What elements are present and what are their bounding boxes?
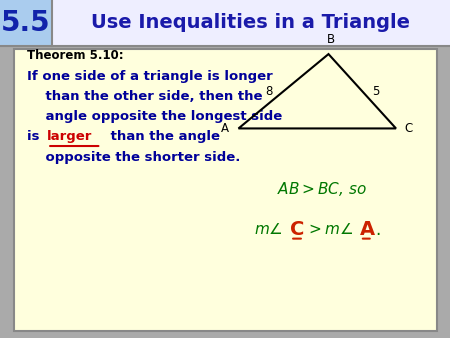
Text: A: A — [220, 122, 229, 135]
Text: $AB>BC$, so: $AB>BC$, so — [277, 180, 367, 198]
Text: .: . — [375, 221, 380, 239]
Text: $m\angle$: $m\angle$ — [254, 222, 283, 237]
Text: C: C — [290, 220, 305, 239]
Text: 5.5: 5.5 — [1, 9, 51, 37]
Text: A: A — [360, 220, 375, 239]
Text: angle opposite the longest side: angle opposite the longest side — [27, 110, 282, 123]
FancyBboxPatch shape — [0, 0, 52, 46]
Text: B: B — [327, 33, 335, 46]
Text: 8: 8 — [265, 85, 272, 98]
Text: If one side of a triangle is longer: If one side of a triangle is longer — [27, 70, 273, 82]
Text: larger: larger — [47, 130, 93, 143]
Text: than the angle: than the angle — [106, 130, 220, 143]
Text: $>m\angle$: $>m\angle$ — [306, 222, 354, 237]
Text: than the other side, then the: than the other side, then the — [27, 90, 262, 103]
Text: Use Inequalities in a Triangle: Use Inequalities in a Triangle — [91, 13, 410, 32]
Text: is: is — [27, 130, 44, 143]
Text: C: C — [404, 122, 412, 135]
Text: opposite the shorter side.: opposite the shorter side. — [27, 151, 240, 164]
Text: Theorem 5.10:: Theorem 5.10: — [27, 49, 124, 62]
Text: 5: 5 — [372, 85, 379, 98]
FancyBboxPatch shape — [14, 49, 436, 331]
FancyBboxPatch shape — [0, 0, 450, 46]
